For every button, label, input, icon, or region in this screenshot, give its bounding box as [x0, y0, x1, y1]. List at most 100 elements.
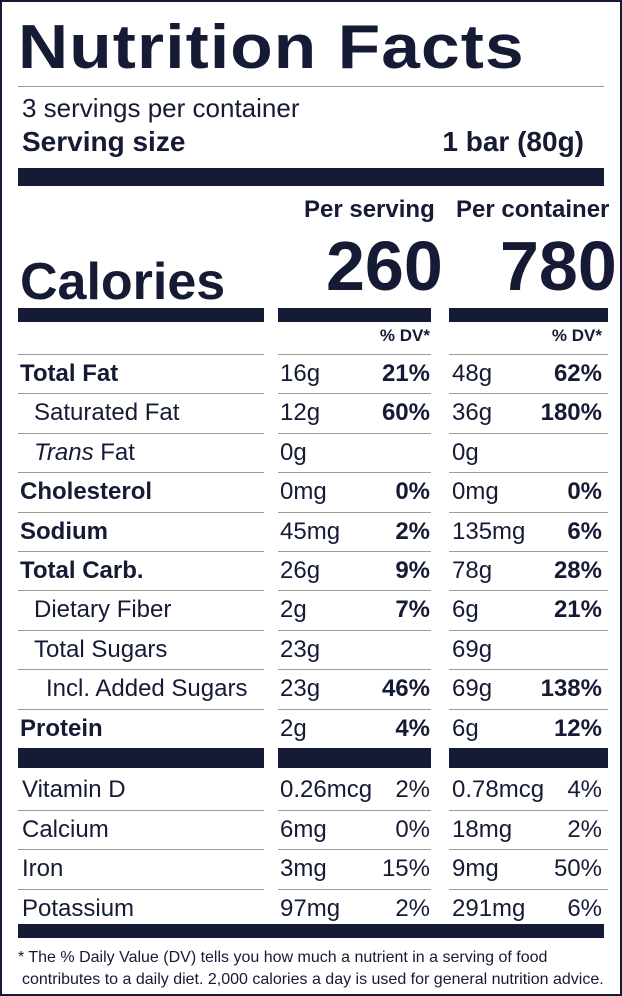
serving-dv: 9% [395, 557, 430, 584]
row-divider [18, 472, 264, 473]
row-divider [278, 669, 431, 670]
container-dv: 28% [553, 557, 602, 584]
row-divider [449, 590, 608, 591]
thick-divider [449, 748, 608, 768]
container-dv: 6% [567, 518, 602, 545]
nutrient-row: Total Carb. 26g 9% 78g 28% [2, 551, 622, 590]
row-divider [449, 393, 608, 394]
serving-amount: 0mg [280, 478, 327, 505]
thick-divider [18, 924, 604, 938]
calories-label: Calories [20, 253, 226, 311]
thick-divider [278, 748, 431, 768]
thick-divider [18, 748, 264, 768]
thick-divider [18, 168, 604, 186]
row-divider [18, 354, 264, 355]
row-divider [449, 889, 608, 890]
nutrient-name: Total Sugars [34, 636, 168, 663]
serving-amount: 12g [280, 399, 321, 426]
nutrient-name-rest: Fat [93, 439, 135, 466]
vitamin-row: Potassium 97mg 2% 291mg 6% [2, 889, 622, 928]
container-dv: 2% [567, 816, 602, 843]
row-divider [278, 433, 431, 434]
container-dv: 50% [553, 855, 602, 882]
serving-amount: 0g [280, 439, 307, 466]
vitamin-name: Vitamin D [22, 776, 126, 803]
serving-dv: 15% [381, 855, 430, 882]
thick-divider [449, 308, 608, 322]
nutrient-name: Incl. Added Sugars [46, 675, 248, 702]
container-amount: 18mg [452, 816, 513, 843]
row-divider [278, 810, 431, 811]
row-divider [449, 551, 608, 552]
row-divider [449, 810, 608, 811]
serving-dv: 7% [395, 596, 430, 623]
row-divider [449, 433, 608, 434]
row-divider [278, 630, 431, 631]
nutrient-row: Trans Fat 0g 0g [2, 433, 622, 472]
nutrient-name: Cholesterol [20, 478, 153, 505]
nutrient-name: Protein [20, 715, 103, 742]
container-dv: 138% [540, 675, 602, 702]
row-divider [449, 669, 608, 670]
serving-dv: 4% [395, 715, 430, 742]
serving-amount: 6mg [280, 816, 327, 843]
footnote-line-2: contributes to a daily diet. 2,000 calor… [22, 971, 604, 988]
container-amount: 0.78mcg [452, 776, 545, 803]
serving-amount: 23g [280, 636, 321, 663]
container-dv: 12% [553, 715, 602, 742]
vitamin-name: Calcium [22, 816, 109, 843]
nutrient-row: Total Fat 16g 21% 48g 62% [2, 354, 622, 393]
serving-dv: 0% [395, 816, 430, 843]
label-title: Nutrition Facts [18, 13, 525, 82]
calories-per-serving: 260 [326, 227, 443, 305]
row-divider [18, 433, 264, 434]
nutrient-name: Sodium [20, 518, 108, 545]
row-divider [278, 472, 431, 473]
serving-amount: 2g [280, 596, 307, 623]
row-divider [18, 590, 264, 591]
container-amount: 78g [452, 557, 493, 584]
thick-divider [18, 308, 264, 322]
serving-amount: 2g [280, 715, 307, 742]
thick-divider [278, 308, 431, 322]
nutrient-row: Total Sugars 23g 69g [2, 630, 622, 669]
container-dv: 21% [553, 596, 602, 623]
row-divider [449, 709, 608, 710]
serving-amount: 0.26mcg [280, 776, 373, 803]
per-serving-header: Per serving [304, 196, 435, 223]
serving-size-value: 1 bar (80g) [442, 126, 584, 157]
nutrient-name: Trans Fat [34, 439, 135, 467]
container-amount: 135mg [452, 518, 526, 545]
serving-amount: 45mg [280, 518, 341, 545]
row-divider [18, 512, 264, 513]
vitamin-row: Iron 3mg 15% 9mg 50% [2, 849, 622, 888]
serving-dv: 21% [381, 360, 430, 387]
nutrient-row: Saturated Fat 12g 60% 36g 180% [2, 393, 622, 432]
serving-amount: 23g [280, 675, 321, 702]
container-amount: 36g [452, 399, 493, 426]
serving-dv: 60% [381, 399, 430, 426]
row-divider [278, 590, 431, 591]
row-divider [278, 354, 431, 355]
row-divider [449, 512, 608, 513]
servings-per-container: 3 servings per container [22, 93, 300, 123]
serving-dv: 46% [381, 675, 430, 702]
container-dv: 62% [553, 360, 602, 387]
container-dv: 4% [567, 776, 602, 803]
calories-per-container: 780 [500, 227, 617, 305]
row-divider [449, 849, 608, 850]
nutrient-row: Protein 2g 4% 6g 12% [2, 709, 622, 748]
row-divider [278, 889, 431, 890]
nutrient-row: Dietary Fiber 2g 7% 6g 21% [2, 590, 622, 629]
row-divider [18, 849, 264, 850]
row-divider [18, 393, 264, 394]
footnote-line-1: * The % Daily Value (DV) tells you how m… [18, 949, 548, 966]
nutrient-row: Incl. Added Sugars 23g 46% 69g 138% [2, 669, 622, 708]
vitamin-name: Potassium [22, 895, 135, 922]
dv-header-serving: % DV* [379, 326, 430, 345]
vitamin-name: Iron [22, 855, 64, 882]
serving-amount: 97mg [280, 895, 341, 922]
row-divider [278, 393, 431, 394]
nutrient-name: Saturated Fat [34, 399, 180, 426]
